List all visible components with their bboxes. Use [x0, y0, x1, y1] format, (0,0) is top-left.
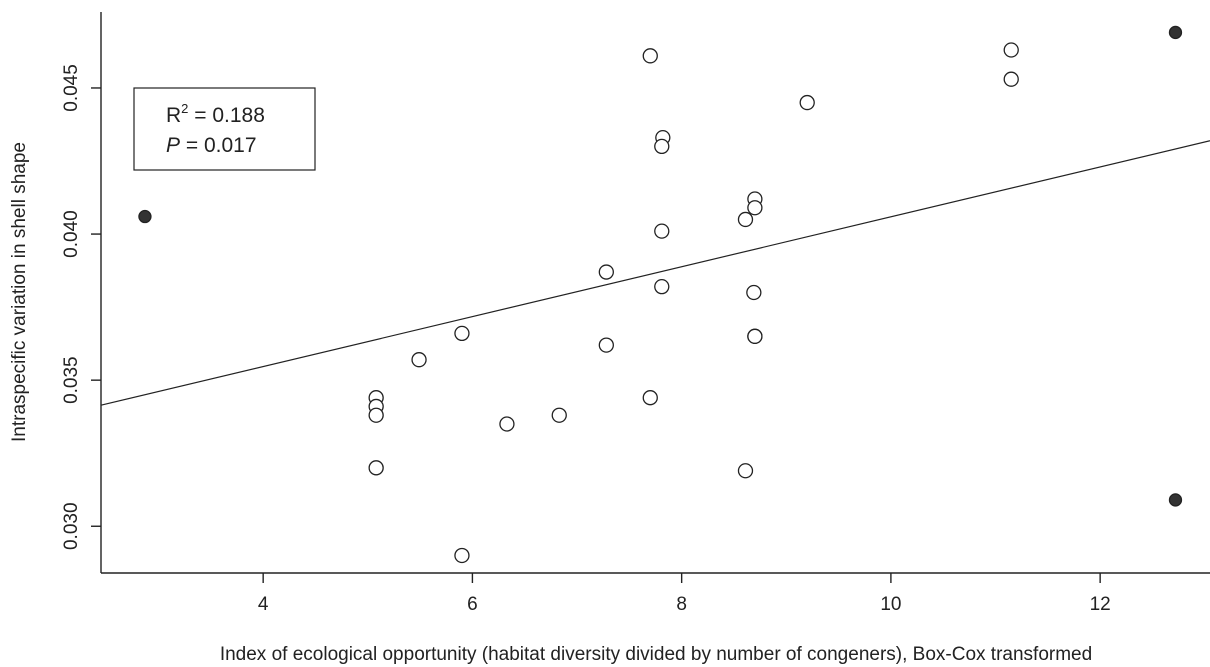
- statistics-box: R2 = 0.188 P = 0.017: [133, 87, 316, 171]
- r-squared-text: R2 = 0.188: [166, 101, 265, 127]
- p-value-text: P = 0.017: [166, 134, 257, 157]
- data-point: [747, 328, 763, 344]
- p-value-value: = 0.017: [180, 134, 256, 157]
- r-squared-superscript: 2: [181, 101, 188, 116]
- y-axis-title: Intraspecific variation in shell shape: [9, 142, 30, 442]
- x-ticks: 4 6 8 10 12: [258, 573, 1111, 615]
- y-ticks: 0.030 0.035 0.040 0.045: [61, 64, 101, 550]
- data-point: [551, 407, 567, 423]
- data-point: [746, 284, 762, 301]
- y-tick-label: 0.035: [61, 356, 82, 404]
- y-tick-label: 0.030: [61, 502, 82, 550]
- data-point: [642, 48, 658, 64]
- data-point: [598, 264, 614, 280]
- x-tick-label: 12: [1090, 594, 1111, 615]
- data-point: [454, 547, 470, 564]
- data-point: [368, 407, 384, 423]
- highlighted-data-point: [1168, 493, 1183, 507]
- data-point: [737, 463, 754, 479]
- x-tick-label: 6: [467, 594, 478, 615]
- r-squared-value: = 0.188: [188, 104, 264, 127]
- data-points: [138, 25, 1183, 564]
- x-axis-title: Index of ecological opportunity (habitat…: [220, 644, 1092, 665]
- data-point: [1003, 71, 1019, 87]
- x-tick-label: 8: [676, 594, 687, 615]
- data-point: [799, 94, 815, 111]
- data-point: [1003, 42, 1019, 58]
- data-point: [747, 200, 763, 216]
- data-point: [454, 325, 470, 342]
- r-squared-label: R: [166, 104, 181, 127]
- data-point: [654, 279, 670, 295]
- highlighted-data-point: [1168, 25, 1183, 40]
- data-point: [654, 138, 670, 155]
- y-tick-label: 0.045: [61, 64, 82, 112]
- data-point: [368, 460, 384, 476]
- y-tick-label: 0.040: [61, 210, 82, 258]
- data-point: [598, 337, 614, 353]
- data-point: [654, 223, 670, 239]
- data-point: [737, 211, 754, 228]
- p-value-label: P: [166, 134, 180, 157]
- x-tick-label: 10: [880, 594, 901, 615]
- data-point: [411, 352, 427, 368]
- highlighted-data-point: [138, 209, 152, 224]
- data-point: [499, 416, 515, 432]
- x-tick-label: 4: [258, 594, 269, 615]
- axes: [100, 12, 1210, 574]
- regression-line: [100, 140, 1210, 406]
- statistics-box-frame: [133, 87, 316, 171]
- data-point: [642, 390, 658, 406]
